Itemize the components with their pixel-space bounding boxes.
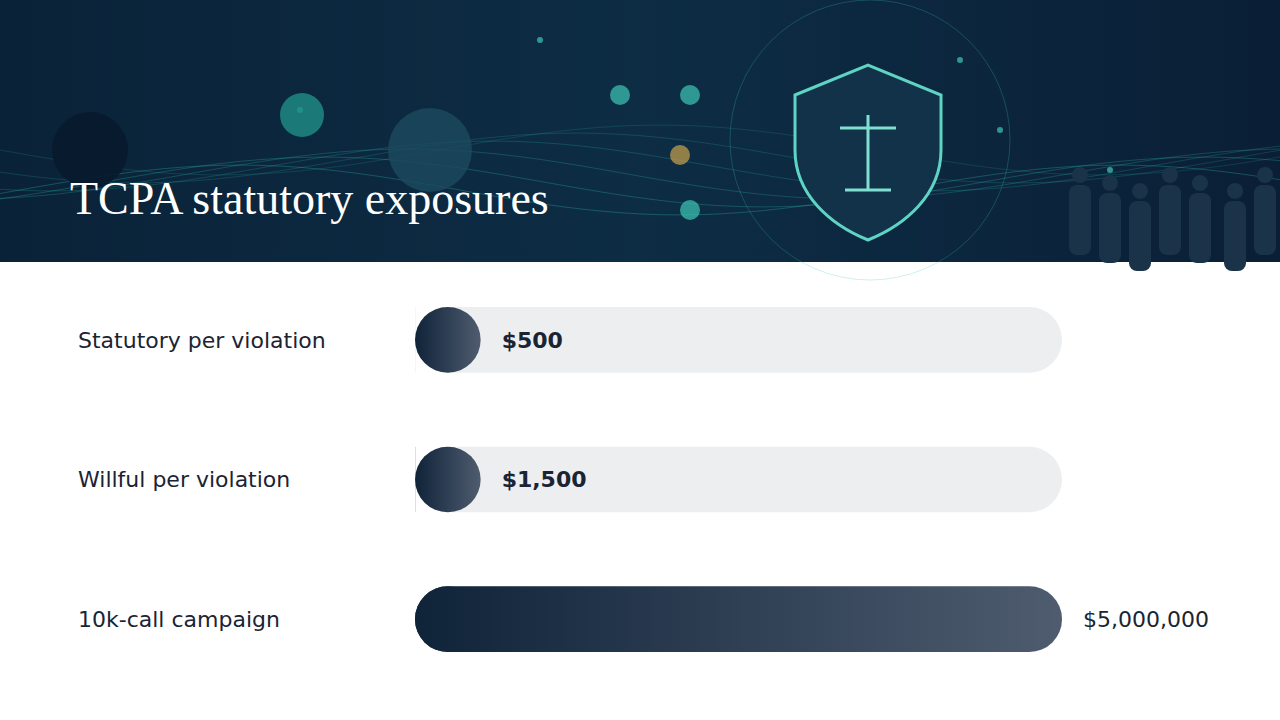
header-dot — [680, 200, 700, 220]
range-track — [415, 447, 1062, 513]
header-scales — [840, 115, 896, 190]
header-person — [1227, 183, 1243, 199]
header-person — [1069, 185, 1091, 255]
header-background — [0, 0, 1280, 262]
header-person — [1257, 167, 1273, 183]
data-label: $5,000,000 — [1083, 607, 1209, 632]
category-label: Statutory per violation — [78, 328, 326, 353]
category-label: 10k-call campaign — [78, 607, 280, 632]
header-globe — [730, 0, 1010, 280]
header-dot — [610, 85, 630, 105]
data-label: $1,500 — [502, 467, 587, 492]
range-track — [415, 307, 1062, 373]
header-person — [1102, 175, 1118, 191]
bar — [415, 586, 1062, 652]
header-icon — [280, 93, 324, 137]
header-person — [1192, 175, 1208, 191]
header-dot — [1107, 167, 1113, 173]
data-label: $500 — [502, 328, 563, 353]
header-dot — [670, 145, 690, 165]
header-person — [1072, 167, 1088, 183]
bars — [415, 307, 1062, 652]
header-dot — [680, 85, 700, 105]
header-person — [1129, 201, 1151, 271]
bar-cap — [415, 447, 481, 513]
header-person — [1162, 167, 1178, 183]
header-dot — [997, 127, 1003, 133]
title: TCPA statutory exposures — [70, 173, 549, 224]
header-person — [1132, 183, 1148, 199]
header-dot — [957, 57, 963, 63]
header — [0, 0, 1280, 280]
range-track — [415, 586, 1062, 652]
category-label: Willful per violation — [78, 467, 290, 492]
header-person — [1189, 193, 1211, 263]
header-person — [1159, 185, 1181, 255]
header-person — [1224, 201, 1246, 271]
bar — [415, 447, 416, 513]
bar — [415, 307, 416, 373]
header-dot — [537, 37, 543, 43]
bar-cap — [415, 307, 481, 373]
tracks — [415, 307, 1062, 652]
header-person — [1254, 185, 1276, 255]
header-shield — [795, 65, 941, 240]
header-person — [1099, 193, 1121, 263]
chart: TCPA statutory exposures Statutory per vi… — [0, 0, 1280, 720]
data-labels: $500 $1,500 $5,000,000 — [502, 328, 1209, 632]
category-labels: Statutory per violation Willful per viola… — [78, 328, 326, 632]
